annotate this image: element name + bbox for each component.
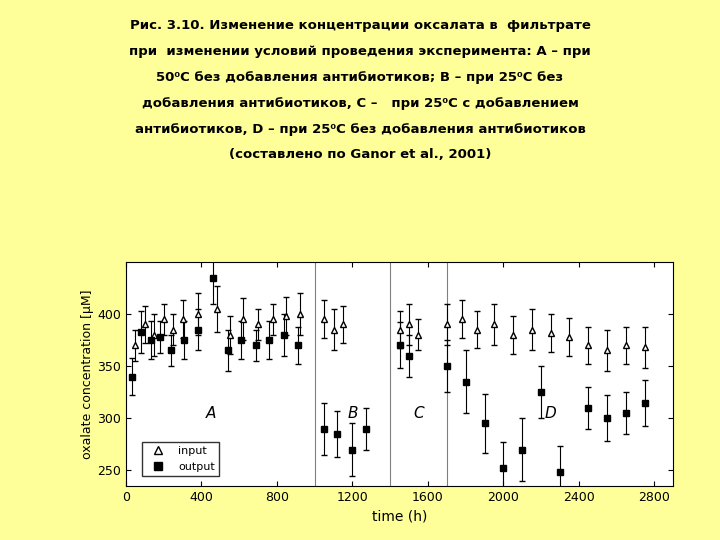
Text: A: A [206,406,216,421]
Text: (составлено по Ganor et al., 2001): (составлено по Ganor et al., 2001) [229,148,491,161]
Text: антибиотиков, D – при 25⁰C без добавления антибиотиков: антибиотиков, D – при 25⁰C без добавлени… [135,123,585,136]
Text: 50⁰C без добавления антибиотиков; В – при 25⁰C без: 50⁰C без добавления антибиотиков; В – пр… [156,71,564,84]
Y-axis label: oxalate concentration [μM]: oxalate concentration [μM] [81,289,94,458]
Text: Рис. 3.10. Изменение концентрации оксалата в  фильтрате: Рис. 3.10. Изменение концентрации оксала… [130,19,590,32]
Text: B: B [347,406,358,421]
Legend: input, output: input, output [143,442,220,476]
Text: C: C [413,406,424,421]
Text: D: D [544,406,557,421]
Text: при  изменении условий проведения эксперимента: А – при: при изменении условий проведения экспери… [129,45,591,58]
Text: добавления антибиотиков, С –   при 25⁰C с добавлением: добавления антибиотиков, С – при 25⁰C с … [142,97,578,110]
X-axis label: time (h): time (h) [372,509,427,523]
